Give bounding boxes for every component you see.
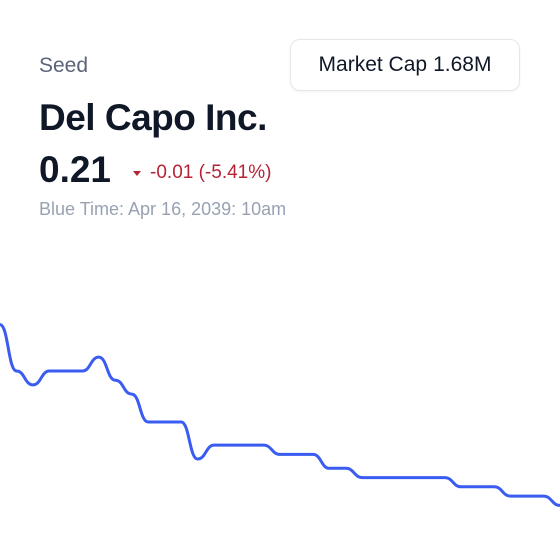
price-timestamp: Blue Time: Apr 16, 2039: 10am — [39, 199, 287, 219]
price-row: 0.21 -0.01 (-5.41%) — [39, 148, 271, 192]
market-cap-label: Market Cap — [318, 53, 428, 76]
price-change-text: -0.01 (-5.41%) — [150, 162, 272, 183]
stock-category: Seed — [39, 54, 89, 77]
stock-price: 0.21 — [39, 149, 112, 190]
price-change: -0.01 (-5.41%) — [133, 162, 271, 184]
price-line — [0, 323, 560, 507]
down-arrow-icon — [133, 171, 142, 176]
market-cap-value: 1.68M — [433, 53, 492, 76]
market-cap-button[interactable]: Market Cap 1.68M — [290, 39, 520, 91]
price-chart[interactable] — [0, 300, 560, 540]
company-name: Del Capo Inc. — [39, 97, 267, 138]
